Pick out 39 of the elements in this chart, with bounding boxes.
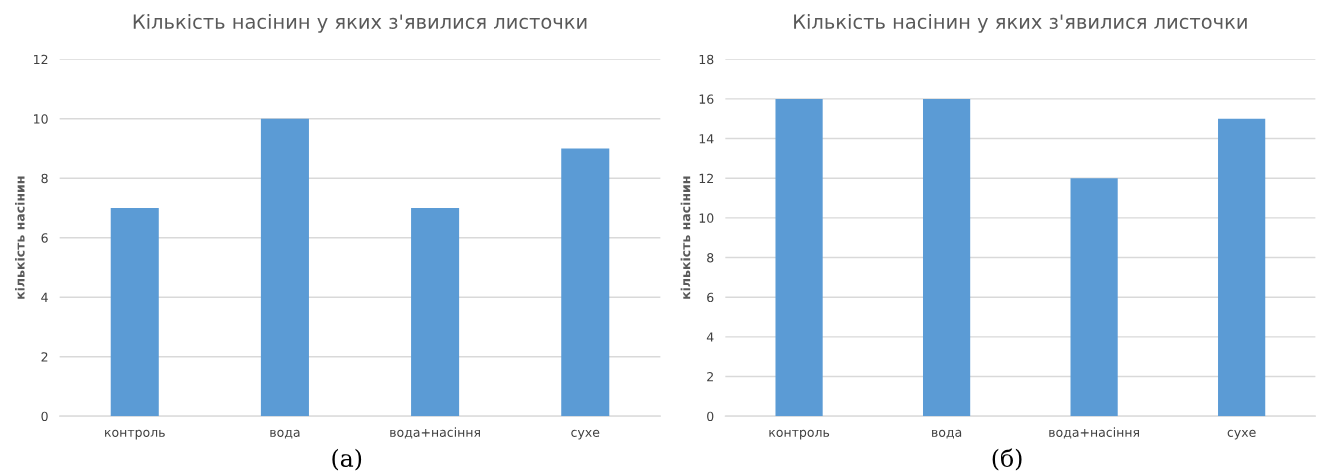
y-tick-label: 6 xyxy=(41,233,48,243)
bar xyxy=(260,118,309,417)
x-tick-label: контроль xyxy=(105,429,165,440)
bar xyxy=(411,207,460,417)
x-tick-label: вода+насіння xyxy=(1049,427,1139,439)
text: (а) xyxy=(332,448,362,471)
bar xyxy=(1218,118,1266,417)
y-tick-label: 4 xyxy=(41,292,48,302)
chart-title: Кількість насінин у яких з'явилися листочки xyxy=(133,13,587,33)
y-tick-label: 10 xyxy=(34,114,48,124)
y-tick-label: 2 xyxy=(707,371,713,382)
x-tick-label: вода xyxy=(932,429,962,439)
x-tick-label: сухе xyxy=(1227,429,1256,440)
bar xyxy=(775,98,823,417)
y-tick-label: 0 xyxy=(707,411,714,422)
x-tick-label: вода xyxy=(270,429,300,439)
y-tick-label: 2 xyxy=(41,352,48,362)
y-tick-label: 6 xyxy=(707,292,714,303)
y-tick-label: 18 xyxy=(699,54,714,65)
bar xyxy=(1070,178,1118,417)
bar xyxy=(110,207,159,417)
y-tick-label: 4 xyxy=(706,332,714,342)
y-tick-label: 12 xyxy=(699,173,713,183)
y-axis-title: кількість насінин xyxy=(680,176,691,299)
chart-title: Кількість насінин у яких з'явилися листочки xyxy=(794,13,1247,33)
y-tick-label: 10 xyxy=(699,213,714,223)
bar xyxy=(561,148,610,417)
y-tick-label: 12 xyxy=(34,54,48,64)
y-tick-label: 14 xyxy=(699,134,714,144)
x-tick-label: контроль xyxy=(769,429,830,440)
y-tick-label: 16 xyxy=(699,94,714,104)
text: (б) xyxy=(992,448,1022,471)
bar xyxy=(923,98,971,417)
y-tick-label: 8 xyxy=(41,173,48,184)
x-tick-label: вода+насіння xyxy=(390,427,480,439)
y-tick-label: 8 xyxy=(707,253,714,263)
x-tick-label: сухе xyxy=(571,429,600,440)
y-tick-label: 0 xyxy=(41,411,48,422)
y-axis-title: кількість насінин xyxy=(15,176,25,299)
